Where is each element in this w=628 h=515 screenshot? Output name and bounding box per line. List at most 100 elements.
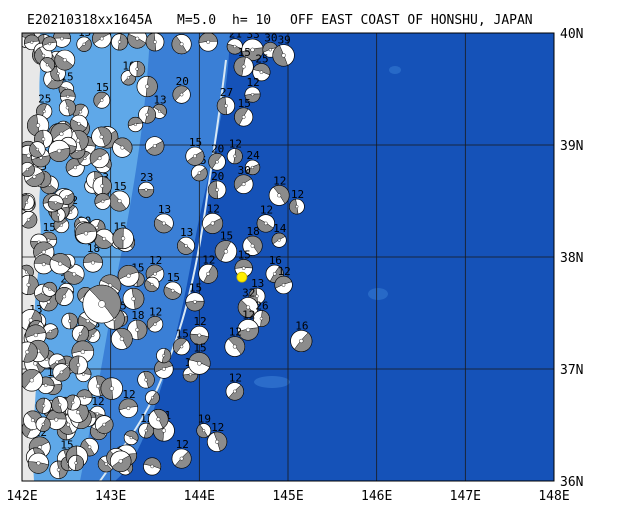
focal-mechanism — [49, 253, 71, 275]
focal-mechanism: 12 — [237, 308, 259, 341]
focal-mechanism: 12 — [52, 33, 72, 48]
depth-label: 12 — [247, 76, 260, 89]
focal-mechanism — [22, 274, 39, 296]
focal-mechanism: 19 — [196, 413, 212, 439]
focal-mechanism — [51, 396, 69, 414]
focal-mechanism: 20 — [172, 75, 191, 104]
focal-mechanism — [47, 194, 64, 211]
focal-mechanism: 15 — [163, 271, 182, 300]
depth-label: 19 — [198, 413, 211, 426]
focal-mechanism — [92, 176, 112, 196]
focal-mechanism: 15 — [76, 26, 92, 52]
focal-mechanism — [100, 377, 123, 400]
depth-label: 12 — [176, 438, 189, 451]
focal-mechanism — [67, 454, 84, 471]
focal-mechanism: 12 — [202, 202, 224, 234]
focal-mechanism: 30 — [233, 164, 254, 194]
focal-mechanism — [42, 36, 57, 52]
title-bar: E20210318xx1645A M=5.0 h= 10 OFF EAST CO… — [27, 13, 533, 28]
focal-mechanism: 12 — [226, 138, 243, 165]
focal-mechanism — [48, 139, 71, 162]
magnitude-label: M=5.0 — [177, 13, 216, 28]
depth-label: 13 — [180, 226, 193, 239]
depth-label: 16 — [295, 319, 308, 332]
focal-mechanism — [54, 49, 76, 71]
focal-mechanism: 12 — [145, 33, 165, 52]
focal-mechanism — [91, 126, 112, 148]
focal-mechanism — [22, 368, 44, 392]
focal-mechanism: 15 — [92, 33, 112, 49]
depth-label: 20 — [202, 22, 215, 35]
focal-mechanism — [29, 141, 46, 158]
focal-mechanism — [52, 363, 71, 382]
focal-mechanism — [27, 452, 49, 474]
focal-mechanism: 12 — [225, 372, 244, 401]
depth-label: 30 — [176, 24, 189, 37]
focal-mechanism — [22, 194, 35, 211]
event-code: E20210318xx1645A — [27, 13, 152, 28]
depth-label: 12 — [202, 253, 215, 266]
focal-mechanism: 15 — [185, 136, 205, 166]
focal-mechanism — [75, 222, 97, 245]
depth-label: 12 — [229, 326, 242, 339]
focal-mechanism: 12 — [288, 188, 305, 215]
depth-label: 15 — [238, 46, 251, 59]
focal-mechanism: 13 — [154, 203, 174, 234]
depth-label: 12 — [229, 372, 242, 385]
depth-label: 15 — [96, 81, 109, 94]
focal-mechanism — [22, 341, 38, 363]
focal-mechanism — [60, 88, 76, 105]
latitude-tick-label: 37N — [560, 363, 583, 378]
focal-mechanism — [137, 371, 155, 389]
depth-label: 12 — [122, 388, 135, 401]
latitude-tick-label: 40N — [560, 27, 583, 42]
longitude-tick-label: 142E — [6, 489, 37, 504]
focal-mechanism — [25, 324, 47, 346]
depth-label: 26 — [255, 300, 268, 313]
focal-mechanism — [69, 114, 88, 133]
focal-mechanism — [58, 189, 75, 205]
focal-mechanism: 24 — [111, 33, 129, 51]
depth-label: 12 — [211, 421, 224, 434]
focal-mechanism — [42, 281, 58, 297]
region-label: OFF EAST COAST OF HONSHU, JAPAN — [290, 13, 533, 28]
focal-mechanism: 13 — [177, 226, 195, 255]
depth-label: 15 — [189, 136, 202, 149]
focal-mechanism: 23 — [138, 171, 155, 198]
focal-mechanism — [94, 193, 112, 210]
depth-label: 23 — [140, 171, 153, 184]
focal-mechanism: 26 — [252, 300, 270, 328]
depth-label: 21 — [229, 28, 242, 41]
focal-mechanism: 20 — [208, 142, 226, 171]
depth-label: 12 — [229, 138, 242, 151]
depth-label: 30 — [238, 164, 251, 177]
depth-label: 16 — [269, 254, 282, 267]
depth-label: 25 — [38, 93, 51, 106]
focal-mechanism: 18 — [82, 242, 103, 273]
depth-label: 15 — [238, 248, 251, 261]
focal-mechanism: 12 — [118, 388, 139, 418]
focal-mechanism: 15 — [188, 342, 211, 375]
depth-label: h= 10 — [232, 13, 271, 28]
focal-mechanism: 12 — [198, 253, 219, 284]
focal-mechanism — [33, 254, 54, 275]
depth-label: 12 — [273, 174, 286, 187]
depth-label: 15 — [220, 230, 233, 243]
depth-label: 13 — [251, 277, 264, 290]
depth-label: 20 — [211, 142, 224, 155]
focal-mechanism: 18 — [242, 225, 263, 256]
focal-mechanism: 15 — [185, 282, 205, 312]
focal-mechanism: 20 — [198, 22, 218, 52]
seamount — [368, 288, 388, 300]
focal-mechanism: 25 — [252, 53, 271, 82]
depth-label: 15 — [167, 271, 180, 284]
depth-label: 15 — [78, 26, 91, 39]
focal-mechanism: 12 — [224, 326, 246, 357]
focal-mechanism — [110, 328, 133, 350]
focal-mechanism: 12 — [146, 305, 164, 333]
depth-label: 33 — [247, 28, 260, 41]
seamount — [389, 66, 401, 74]
depth-label: 12 — [207, 202, 220, 215]
focal-mechanism: 12 — [189, 315, 209, 345]
